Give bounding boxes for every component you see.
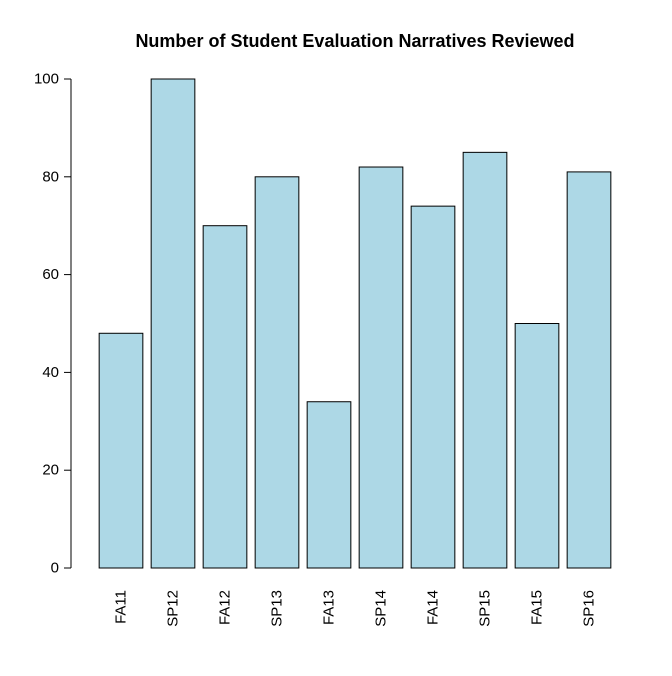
x-tick-label: FA14 xyxy=(425,590,442,625)
x-tick-label: FA15 xyxy=(529,590,546,625)
y-tick-label: 100 xyxy=(34,71,59,88)
y-tick-label: 20 xyxy=(42,462,59,479)
bar xyxy=(566,171,612,569)
x-tick-label: SP15 xyxy=(477,590,494,627)
y-axis: 0 20 40 60 80 100 xyxy=(34,71,72,577)
x-tick-label: SP14 xyxy=(373,590,390,627)
x-tick-label: FA12 xyxy=(217,590,234,625)
y-tick-label: 0 xyxy=(51,560,59,577)
bar xyxy=(202,225,248,569)
bar xyxy=(462,151,508,569)
y-tick-label: 60 xyxy=(42,266,59,283)
bar xyxy=(306,401,352,569)
x-tick-label: SP12 xyxy=(165,590,182,627)
y-tick-label: 40 xyxy=(42,364,59,381)
y-tick-label: 80 xyxy=(42,168,59,185)
bar xyxy=(514,323,560,569)
chart-title: Number of Student Evaluation Narratives … xyxy=(135,31,574,51)
bar xyxy=(358,166,404,569)
bar xyxy=(410,205,456,569)
x-axis-labels: FA11 SP12 FA12 SP13 FA13 SP14 FA14 SP15 FA15 SP16 xyxy=(113,590,598,627)
x-tick-label: SP16 xyxy=(581,590,598,627)
x-tick-label: SP13 xyxy=(269,590,286,627)
bar xyxy=(98,332,144,569)
x-tick-label: FA11 xyxy=(113,590,130,624)
bar xyxy=(254,176,300,569)
bar xyxy=(150,78,196,569)
bars-group xyxy=(98,78,612,569)
x-tick-label: FA13 xyxy=(321,590,338,625)
